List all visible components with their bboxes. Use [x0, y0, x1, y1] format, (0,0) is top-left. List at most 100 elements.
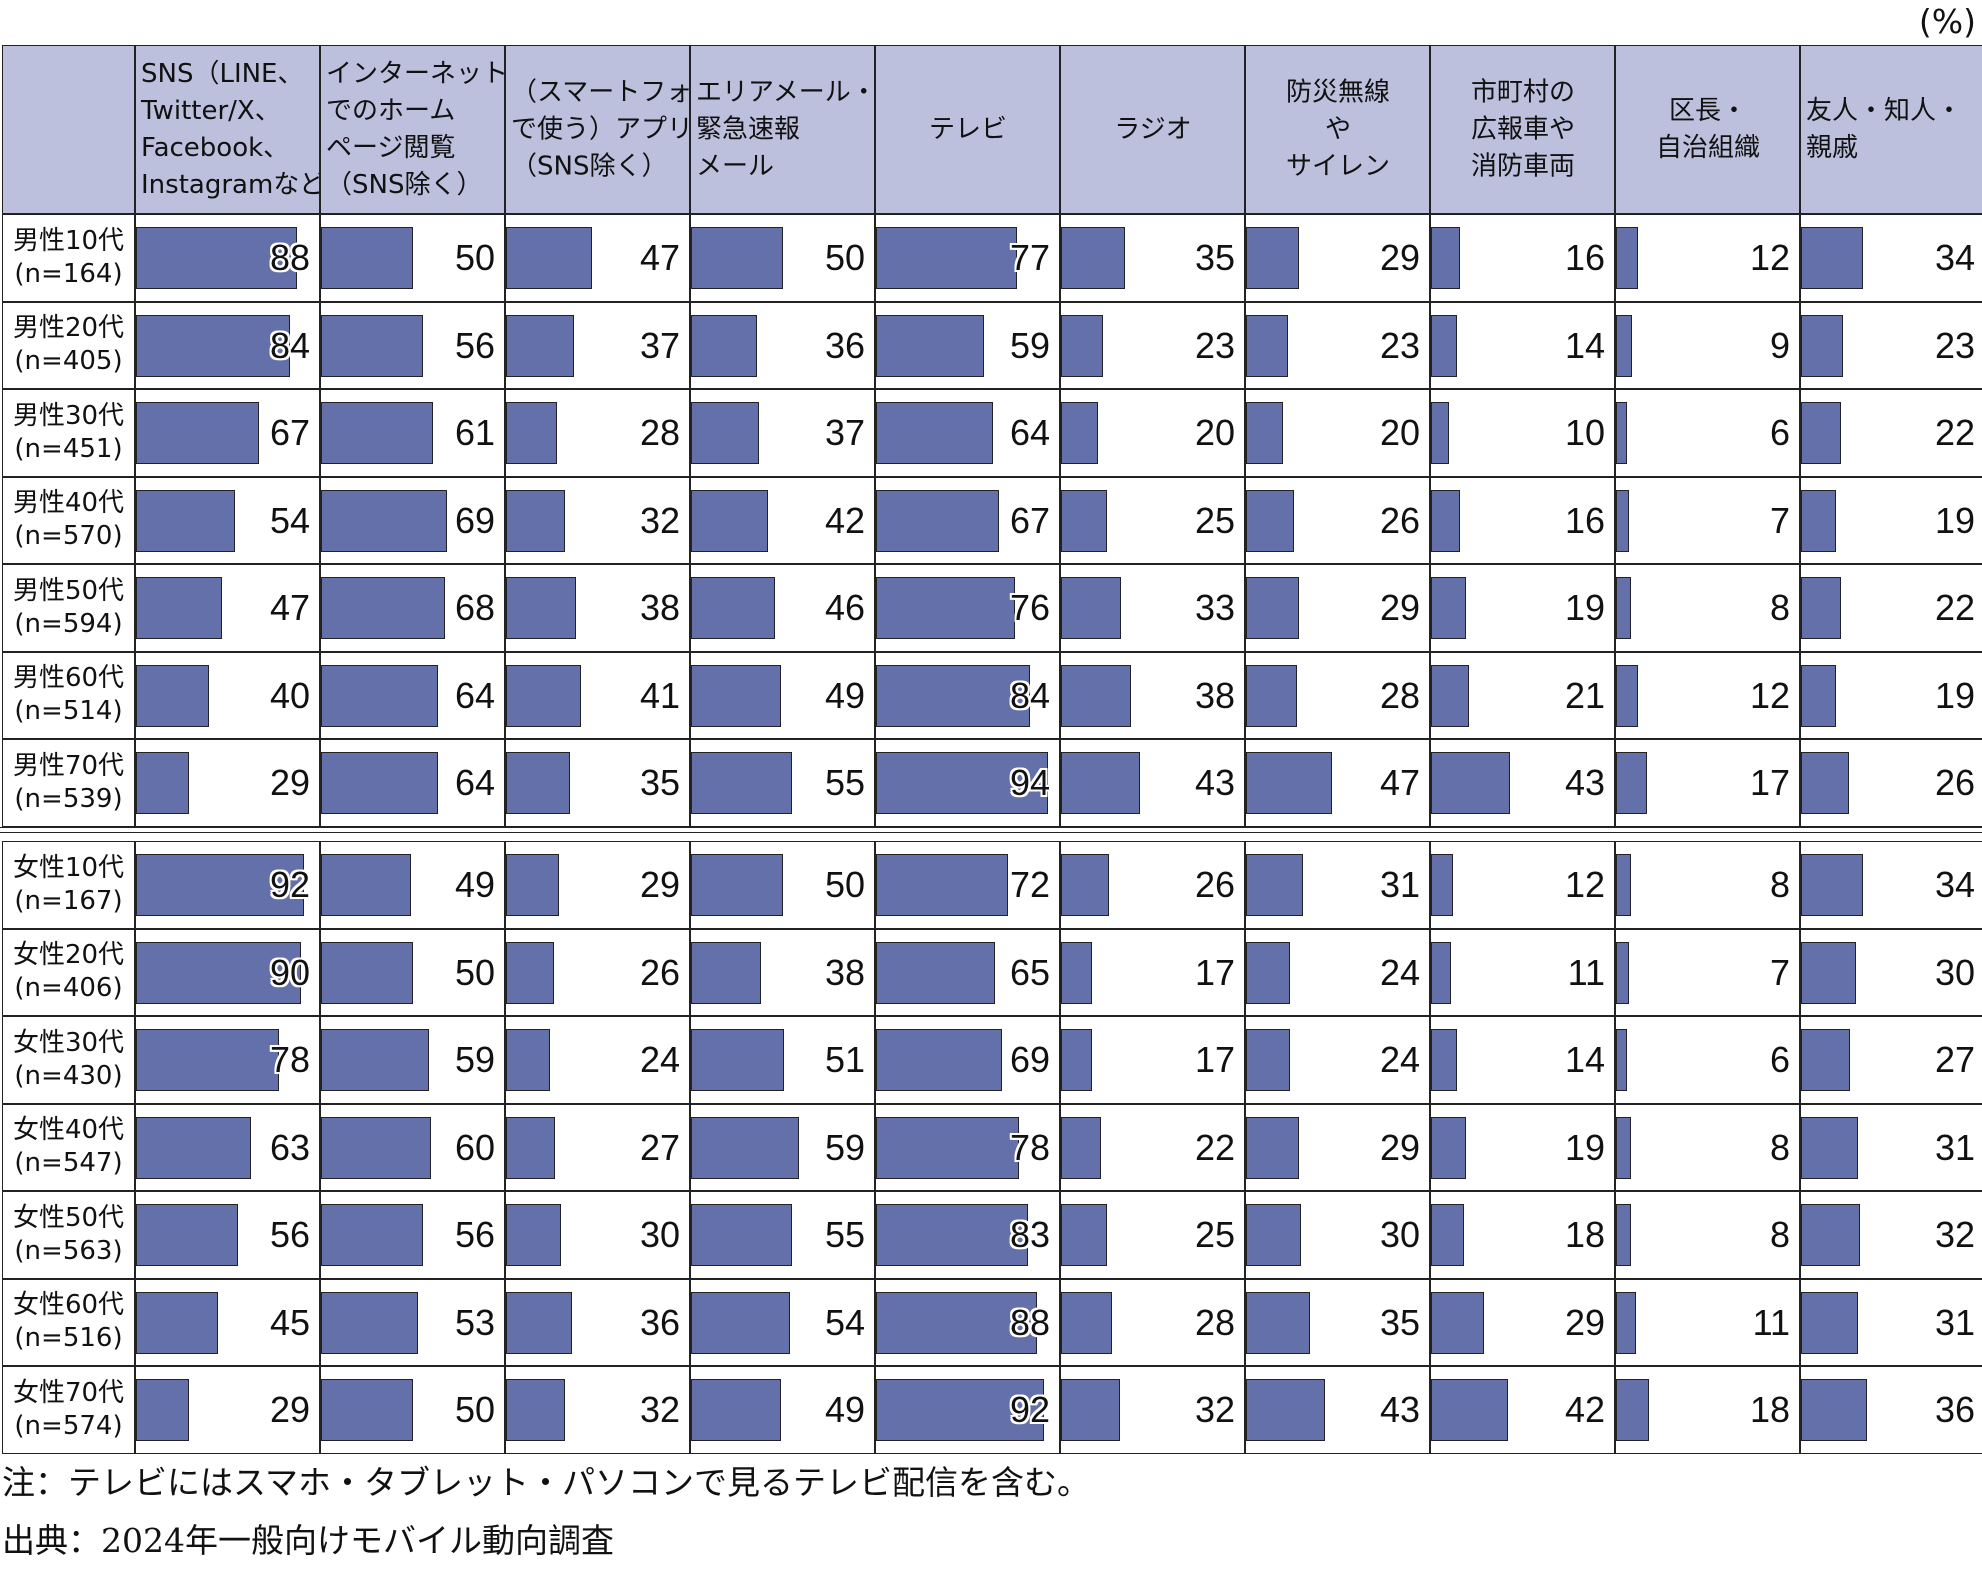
value-label: 29 — [269, 1389, 310, 1430]
value-label: 28 — [639, 412, 680, 453]
bar — [691, 664, 781, 727]
value-label: 19 — [1564, 1126, 1605, 1168]
row-label-text: 女性50代 (n=563) — [3, 1202, 134, 1268]
bar — [136, 941, 301, 1004]
column-header: 友人・知人・ 親戚 — [1800, 45, 1982, 214]
data-cell — [505, 301, 690, 389]
row-label-group: 男性70代 — [12, 750, 125, 781]
data-cell — [320, 1278, 505, 1366]
row-label-text: 男性10代 (n=164) — [3, 225, 134, 291]
row-label: 男性60代 (n=514) — [2, 651, 135, 739]
value-label: 47 — [1379, 762, 1420, 803]
data-cell — [320, 564, 505, 652]
row-label-group: 女性70代 — [12, 1377, 125, 1408]
bar — [876, 1029, 1002, 1091]
row-label-n: (n=451) — [14, 433, 123, 464]
bar — [1801, 489, 1836, 552]
data-cell — [690, 476, 875, 564]
data-cell — [1800, 1191, 1982, 1279]
data-cell — [875, 651, 1060, 739]
bar — [321, 664, 438, 727]
data-cell — [320, 651, 505, 739]
value-label: 77 — [1009, 237, 1050, 278]
column-header-line: ラジオ — [1114, 114, 1192, 144]
column-header-text: ラジオ — [1066, 111, 1240, 148]
data-cell — [690, 651, 875, 739]
data-cell — [1060, 1191, 1245, 1279]
footnote: 注：テレビにはスマホ・タブレット・パソコンで見るテレビ配信を含む。 — [2, 1463, 1091, 1502]
data-cell — [1615, 928, 1800, 1016]
bar — [1801, 577, 1841, 639]
bar — [1801, 752, 1849, 814]
data-cell — [320, 214, 505, 302]
value-label: 37 — [824, 412, 865, 453]
row-label-n: (n=164) — [14, 258, 123, 289]
row-label-group: 男性10代 — [12, 225, 125, 256]
value-label: 22 — [1194, 1126, 1235, 1168]
bar — [506, 1379, 565, 1441]
bar — [506, 1029, 550, 1091]
bar — [1616, 664, 1638, 727]
bar — [1061, 1291, 1112, 1354]
row-label-text: 女性10代 (n=167) — [3, 852, 134, 918]
bar — [1801, 314, 1843, 377]
data-cell — [1800, 1016, 1982, 1104]
value-label: 64 — [454, 674, 495, 716]
value-label: 94 — [1009, 762, 1050, 803]
row-label-n: (n=594) — [14, 608, 123, 639]
data-cell — [135, 1016, 320, 1104]
bar — [1801, 1204, 1860, 1266]
data-cell — [1245, 928, 1430, 1016]
data-cell — [1060, 301, 1245, 389]
row-label-n: (n=547) — [14, 1148, 123, 1179]
bar — [506, 941, 554, 1004]
value-label: 88 — [269, 237, 310, 278]
value-label: 43 — [1564, 762, 1605, 803]
value-label: 30 — [639, 1214, 680, 1255]
data-cell — [690, 1016, 875, 1104]
value-label: 12 — [1564, 864, 1605, 905]
value-label: 59 — [454, 1039, 495, 1080]
value-label: 34 — [1934, 237, 1975, 278]
value-label: 7 — [1769, 499, 1790, 541]
bar — [136, 1291, 218, 1354]
column-header-line: 広報車や — [1470, 114, 1575, 144]
value-label: 46 — [824, 587, 865, 628]
value-label: 88 — [1009, 1301, 1050, 1343]
data-cell — [505, 389, 690, 477]
value-label: 56 — [269, 1214, 310, 1255]
data-cell — [320, 739, 505, 827]
value-label: 25 — [1194, 1214, 1235, 1255]
data-cell — [135, 214, 320, 302]
bar — [1431, 227, 1460, 289]
data-cell — [1615, 1366, 1800, 1454]
bar — [506, 664, 581, 727]
bar — [1616, 314, 1632, 377]
value-label: 59 — [824, 1126, 865, 1168]
data-cell — [1245, 214, 1430, 302]
bar — [321, 1379, 413, 1441]
value-label: 23 — [1194, 324, 1235, 366]
column-header-line: Twitter/X、 — [141, 95, 281, 126]
data-cell — [320, 389, 505, 477]
bar — [1061, 941, 1092, 1004]
value-label: 47 — [269, 587, 310, 628]
bar — [876, 489, 999, 552]
data-cell — [505, 1103, 690, 1191]
value-label: 65 — [1009, 951, 1050, 993]
bar — [1431, 577, 1466, 639]
row-label-text: 男性30代 (n=451) — [3, 400, 134, 466]
data-cell — [875, 476, 1060, 564]
data-cell — [1800, 739, 1982, 827]
data-cell — [1430, 476, 1615, 564]
value-label: 20 — [1379, 412, 1420, 453]
data-cell — [505, 1278, 690, 1366]
value-label: 12 — [1749, 674, 1790, 716]
data-cell — [1615, 1103, 1800, 1191]
row-label: 女性20代 (n=406) — [2, 928, 135, 1016]
bar — [506, 854, 559, 916]
value-label: 51 — [824, 1039, 865, 1080]
column-header-line: 緊急速報 — [696, 114, 801, 144]
row-label-group: 女性60代 — [12, 1290, 125, 1321]
